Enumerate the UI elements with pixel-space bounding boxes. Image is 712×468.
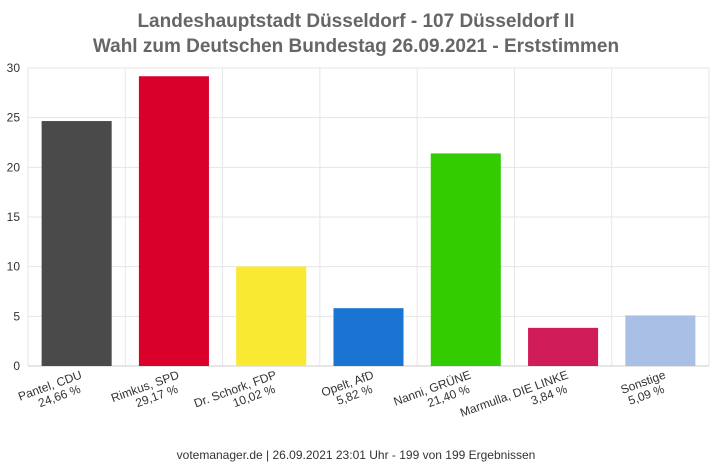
y-tick-label: 5 [13, 309, 20, 323]
bar [430, 153, 501, 366]
title-line-1: Landeshauptstadt Düsseldorf - 107 Düssel… [137, 11, 574, 32]
x-tick-label: Sonstige5,09 % [619, 368, 672, 409]
x-tick-label: Rimkus, SPD29,17 % [109, 368, 186, 418]
y-tick-label: 0 [13, 359, 20, 373]
y-tick-label: 10 [7, 260, 21, 274]
x-tick-label: Opelt, AfD5,82 % [319, 368, 380, 412]
y-tick-label: 25 [7, 111, 21, 125]
bars [41, 76, 696, 367]
x-axis-labels: Pantel, CDU24,66 % Rimkus, SPD29,17 % Dr. … [16, 368, 672, 432]
x-tick-label: Dr. Schork, FDP10,02 % [192, 368, 283, 423]
y-tick-label: 30 [7, 61, 21, 75]
y-tick-label: 15 [7, 210, 21, 224]
chart-title: Landeshauptstadt Düsseldorf - 107 Düssel… [93, 11, 619, 57]
bar [625, 315, 696, 366]
y-tick-label: 20 [7, 160, 21, 174]
bar [138, 76, 209, 367]
title-line-2: Wahl zum Deutschen Bundestag 26.09.2021 … [93, 36, 619, 57]
footer-text: votemanager.de | 26.09.2021 23:01 Uhr - … [177, 448, 536, 462]
bar [333, 308, 404, 366]
x-tick-label: Marmulla, DIE LINKE3,84 % [458, 368, 574, 432]
bar [236, 266, 307, 366]
bar [528, 327, 599, 366]
bar [41, 121, 112, 366]
x-tick-label: Pantel, CDU24,66 % [16, 368, 88, 416]
